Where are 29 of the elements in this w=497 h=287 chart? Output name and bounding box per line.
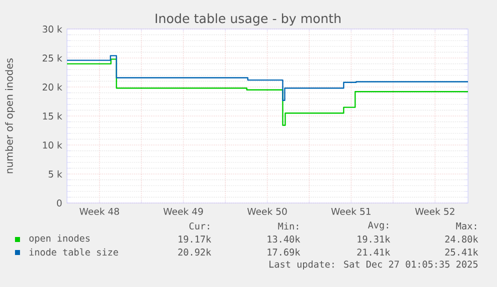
y-tick-label: 5 k <box>48 170 62 178</box>
y-tick-label: 25 k <box>42 54 62 62</box>
text: Last update: Sat Dec 27 01:05:35 2025 <box>269 260 478 270</box>
y-tick-label: 20 k <box>42 83 62 91</box>
legend-label: open inodes <box>29 234 90 244</box>
chart-title: Inode table usage - by month <box>156 13 340 26</box>
x-tick-label: Week 49 <box>163 208 203 215</box>
text: 19.17k <box>178 235 212 243</box>
legend-label: inode table size <box>30 248 118 256</box>
text: 24.80k <box>445 235 478 243</box>
text: Cur: <box>189 222 210 230</box>
y-tick-label: 30 k <box>42 25 62 33</box>
y-tick-label: 15 k <box>43 112 62 120</box>
text: Max: <box>456 222 476 230</box>
text: Min: <box>278 222 298 230</box>
x-tick-label: Week 48 <box>80 208 120 215</box>
x-tick-label: Week 51 <box>331 208 370 215</box>
y-tick-label: 10 k <box>43 141 62 149</box>
text: 20.92k <box>178 248 212 256</box>
y-axis-title: number of open inodes <box>5 58 15 174</box>
text: 17.69k <box>268 248 300 256</box>
x-tick-label: Week 50 <box>247 208 287 215</box>
text: 25.41k <box>445 248 478 256</box>
x-tick-label: Week 52 <box>415 208 454 215</box>
text: 19.31k <box>358 235 390 243</box>
y-tick-label: 0 <box>56 199 62 207</box>
text: 21.41k <box>357 248 390 256</box>
text: Avg: <box>368 222 388 230</box>
text: 13.40k <box>268 235 300 243</box>
